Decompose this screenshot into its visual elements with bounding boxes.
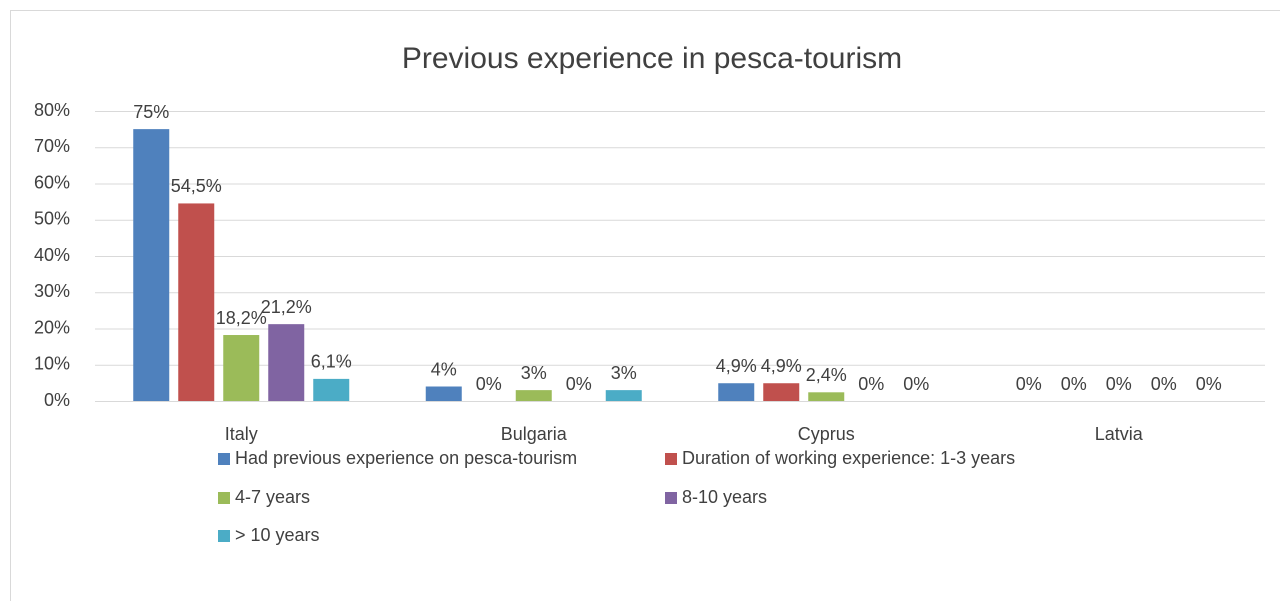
y-tick-label: 30%: [34, 281, 70, 301]
data-label: 3%: [521, 363, 547, 383]
data-label: 0%: [566, 374, 592, 394]
legend-label: 8-10 years: [682, 487, 767, 507]
x-tick-label: Latvia: [1095, 424, 1144, 444]
legend-label: 4-7 years: [235, 487, 310, 507]
y-tick-label: 80%: [34, 100, 70, 120]
data-label: 4%: [431, 359, 457, 379]
data-label: 54,5%: [171, 176, 222, 196]
legend-swatch: [218, 453, 230, 465]
x-tick-label: Italy: [225, 424, 258, 444]
bar: [515, 390, 552, 401]
y-tick-label: 0%: [44, 390, 70, 410]
bar: [425, 386, 462, 401]
bar: [178, 203, 215, 401]
data-label: 0%: [1106, 374, 1132, 394]
data-label: 0%: [903, 374, 929, 394]
bar: [268, 324, 305, 401]
x-tick-label: Bulgaria: [501, 424, 568, 444]
data-label: 2,4%: [806, 365, 847, 385]
data-label: 0%: [1016, 374, 1042, 394]
bar: [223, 335, 260, 401]
data-label: 18,2%: [216, 308, 267, 328]
y-tick-label: 40%: [34, 245, 70, 265]
legend-label: > 10 years: [235, 525, 320, 545]
legend-swatch: [665, 453, 677, 465]
bar: [763, 383, 800, 401]
legend-swatch: [218, 492, 230, 504]
data-label: 21,2%: [261, 297, 312, 317]
y-tick-label: 10%: [34, 354, 70, 374]
data-label: 0%: [476, 374, 502, 394]
bar: [808, 392, 845, 401]
chart-title: Previous experience in pesca-tourism: [402, 42, 902, 75]
legend-swatch: [665, 492, 677, 504]
bar: [605, 390, 642, 401]
data-label: 0%: [1151, 374, 1177, 394]
data-label: 0%: [858, 374, 884, 394]
data-label: 0%: [1061, 374, 1087, 394]
y-tick-label: 60%: [34, 172, 70, 192]
bar: [313, 378, 350, 401]
data-label: 6,1%: [311, 352, 352, 372]
bar: [133, 129, 170, 401]
data-label: 0%: [1196, 374, 1222, 394]
y-tick-label: 70%: [34, 136, 70, 156]
legend-label: Duration of working experience: 1-3 year…: [682, 448, 1015, 468]
data-label: 4,9%: [761, 356, 802, 376]
data-label: 4,9%: [716, 356, 757, 376]
legend-swatch: [218, 530, 230, 542]
y-tick-label: 50%: [34, 209, 70, 229]
x-tick-label: Cyprus: [798, 424, 855, 444]
y-tick-label: 20%: [34, 317, 70, 337]
legend-label: Had previous experience on pesca-tourism: [235, 448, 577, 468]
data-label: 75%: [133, 102, 169, 122]
bar: [718, 383, 755, 401]
data-label: 3%: [611, 363, 637, 383]
